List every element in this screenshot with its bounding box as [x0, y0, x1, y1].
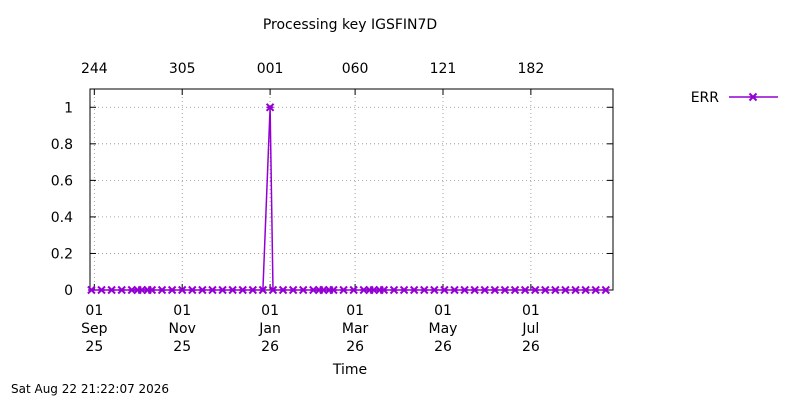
- y-tick-label: 0.2: [51, 246, 73, 262]
- x-tick-label: 25: [85, 339, 103, 355]
- data-point: [470, 285, 479, 295]
- data-point: [107, 285, 116, 295]
- y-tick-label: 0.6: [51, 173, 73, 189]
- x-tick-label: Mar: [342, 321, 369, 337]
- x2-tick-label: 182: [518, 61, 545, 77]
- legend-marker: [748, 92, 758, 102]
- data-point: [218, 285, 227, 295]
- data-point: [430, 285, 439, 295]
- data-point: [420, 285, 429, 295]
- data-point: [268, 285, 278, 295]
- data-point: [450, 285, 459, 295]
- data-point: [147, 285, 157, 295]
- data-point: [238, 285, 247, 295]
- x-tick-label: 26: [434, 339, 452, 355]
- plot-frame: [89, 88, 614, 291]
- data-point: [208, 285, 217, 295]
- data-point: [490, 285, 500, 295]
- data-point: [87, 285, 96, 295]
- data-point: [228, 285, 237, 295]
- data-point: [530, 285, 540, 295]
- x-tick-label: 01: [173, 303, 191, 319]
- data-point: [198, 285, 207, 295]
- legend: ERR: [691, 90, 778, 106]
- y-tick-label: 1: [64, 100, 73, 116]
- data-point: [520, 285, 530, 295]
- data-point: [265, 103, 275, 112]
- x-tick-label: May: [429, 321, 458, 337]
- data-point: [510, 285, 520, 295]
- x2-tick-label: 060: [342, 61, 369, 77]
- x-tick-label: 01: [434, 303, 452, 319]
- x-tick-label: 26: [346, 339, 364, 355]
- data-point: [581, 285, 590, 295]
- legend-label: ERR: [691, 90, 720, 106]
- x-tick-label: Sep: [81, 321, 108, 337]
- data-point: [188, 285, 197, 295]
- data-point: [178, 285, 187, 295]
- data-point: [480, 285, 489, 295]
- x2-tick-label: 305: [169, 61, 196, 77]
- chart-title: Processing key IGSFIN7D: [263, 17, 437, 33]
- data-point: [167, 285, 177, 295]
- x-axis-label: Time: [332, 362, 367, 378]
- data-point: [349, 285, 358, 295]
- x-tick-label: Jul: [521, 321, 539, 337]
- x2-tick-label: 001: [257, 61, 284, 77]
- x-tick-label: Nov: [169, 321, 196, 337]
- footer-timestamp: Sat Aug 22 21:22:07 2026: [11, 382, 170, 396]
- x-tick-label: 01: [261, 303, 279, 319]
- data-point: [460, 285, 469, 295]
- x2-tick-label: 121: [430, 61, 457, 77]
- y-tick-label: 0: [64, 283, 73, 299]
- data-point: [571, 285, 580, 295]
- data-point: [591, 285, 600, 295]
- data-point: [248, 285, 258, 295]
- series-layer: [87, 103, 611, 295]
- data-point: [399, 285, 409, 295]
- series-line-err: [91, 107, 606, 291]
- x-tick-label: 25: [173, 339, 191, 355]
- x2-tick-label: 244: [81, 61, 108, 77]
- y-tick-label: 0.4: [51, 210, 73, 226]
- data-point: [339, 285, 348, 295]
- x-tick-label: 26: [522, 339, 540, 355]
- data-point: [500, 285, 510, 295]
- data-point: [379, 285, 389, 295]
- data-point: [541, 285, 550, 295]
- data-point: [561, 285, 570, 295]
- data-point: [409, 285, 419, 295]
- x-tick-label: 01: [522, 303, 540, 319]
- data-point: [157, 285, 167, 295]
- data-point: [97, 285, 106, 295]
- x-tick-label: 01: [346, 303, 364, 319]
- y-tick-label: 0.8: [51, 137, 73, 153]
- data-point: [601, 285, 611, 295]
- data-point: [278, 285, 288, 295]
- data-point: [258, 285, 268, 295]
- data-point: [299, 285, 308, 295]
- axis-ticks: 0 0.2 0.4 0.6 0.8 1 01 Sep 25 01 Nov 25 01 Jan 26 01 Mar…: [51, 61, 613, 355]
- data-point: [440, 285, 449, 295]
- x-tick-label: 01: [85, 303, 103, 319]
- data-point: [117, 285, 126, 295]
- x-tick-label: Jan: [258, 321, 281, 337]
- x-tick-label: 26: [261, 339, 279, 355]
- data-point: [551, 285, 560, 295]
- grid: [90, 89, 613, 290]
- data-point: [329, 285, 338, 295]
- data-point: [389, 285, 399, 295]
- data-point: [288, 285, 298, 295]
